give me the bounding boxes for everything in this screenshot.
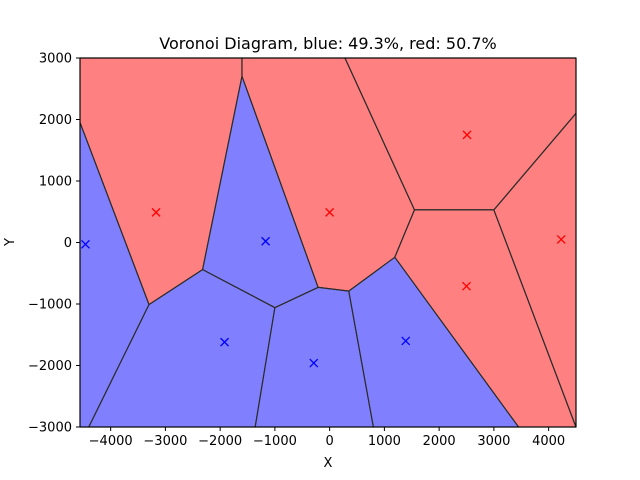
red-site-marker-5 — [556, 234, 566, 244]
x-tick-label: −3000 — [143, 434, 187, 449]
voronoi-regions — [79, 57, 577, 428]
x-tick-label: −4000 — [89, 434, 133, 449]
y-tick-label: 2000 — [39, 113, 72, 128]
blue-site-marker-8 — [220, 337, 229, 347]
y-tick-label: −1000 — [28, 298, 72, 313]
x-tick-label: 1000 — [368, 434, 401, 449]
y-tick-label: 3000 — [39, 52, 72, 67]
x-tick-label: 0 — [326, 434, 334, 449]
blue-site-marker-6 — [81, 239, 90, 249]
site-markers — [81, 130, 566, 368]
y-tick-label: −3000 — [28, 421, 72, 436]
chart-title: Voronoi Diagram, blue: 49.3%, red: 50.7% — [159, 34, 496, 53]
x-tick-label: −1000 — [253, 434, 297, 449]
blue-site-marker-10 — [401, 336, 411, 346]
x-tick-label: −2000 — [198, 434, 242, 449]
blue-site-marker-7 — [261, 236, 271, 246]
x-tick-label: 4000 — [532, 434, 565, 449]
y-tick-label: 0 — [64, 236, 72, 251]
x-axis-label: X — [324, 456, 333, 471]
x-axis-ticks: −4000 −3000 −2000 −1000 0 1000 2000 3000 4000 — [89, 427, 565, 449]
red-site-marker-2 — [325, 207, 335, 217]
red-site-marker-1 — [151, 207, 161, 217]
y-tick-label: 1000 — [39, 175, 72, 190]
red-site-marker-3 — [462, 130, 472, 140]
y-axis-ticks: −3000 −2000 −1000 0 1000 2000 3000 — [28, 52, 80, 436]
blue-site-marker-9 — [309, 358, 319, 368]
red-site-marker-4 — [462, 281, 471, 291]
x-tick-label: 3000 — [477, 434, 510, 449]
x-tick-label: 2000 — [423, 434, 456, 449]
y-tick-label: −2000 — [28, 359, 72, 374]
y-axis-label: Y — [3, 238, 18, 247]
